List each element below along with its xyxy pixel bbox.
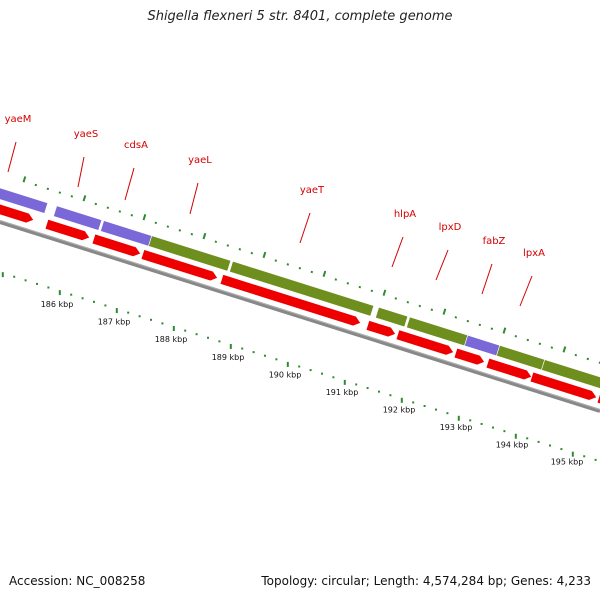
scale-tick [298, 266, 302, 270]
scale-tick [58, 191, 62, 194]
scale-tick [274, 259, 278, 262]
scale-tick [430, 308, 434, 312]
gene-label: yaeM [5, 114, 32, 125]
scale-tick [70, 195, 74, 198]
scale-tick [262, 251, 267, 259]
cds-feature-green [375, 306, 409, 328]
cds-arrow-red [529, 371, 598, 401]
scale-tick [250, 251, 254, 255]
gene-label: yaeS [74, 129, 99, 140]
cds-arrow-red [395, 329, 455, 356]
scale-label: 189 kbp [212, 353, 245, 362]
gene-label: lpxD [439, 222, 462, 233]
scale-tick [154, 221, 158, 225]
genome-summary: Topology: circular; Length: 4,574,284 bp… [261, 574, 591, 588]
gene-label: hlpA [394, 209, 416, 220]
scale-tick [406, 300, 410, 304]
scale-tick [286, 263, 290, 266]
scale-tick [94, 202, 98, 206]
scale-tick [166, 225, 170, 228]
scale-tick [106, 206, 110, 209]
scale-tick [178, 229, 182, 232]
scale-label: 187 kbp [98, 318, 131, 327]
cds-arrow-red [140, 249, 219, 282]
cds-feature-blue [0, 187, 49, 214]
gene-label: fabZ [483, 236, 506, 247]
scale-tick [442, 308, 447, 315]
scale-tick [190, 232, 194, 236]
cds-feature-green [541, 359, 600, 389]
gene-leader-line [189, 182, 199, 215]
scale-label: 193 kbp [440, 423, 473, 432]
gene-leader-line [124, 167, 135, 201]
scale-tick [382, 289, 387, 296]
map-title: Shigella flexneri 5 str. 8401, complete … [147, 9, 453, 24]
gene-leader-line [77, 156, 85, 188]
scale-tick [334, 278, 338, 281]
cds-arrow-red [365, 320, 397, 338]
scale-tick [550, 346, 554, 349]
scale-label: 191 kbp [326, 388, 359, 397]
gene-label: yaeT [300, 185, 325, 196]
scale-tick [322, 270, 327, 278]
scale-tick [142, 214, 147, 221]
scale-tick [118, 210, 122, 213]
cds-arrow-red [485, 357, 533, 381]
scale-tick [130, 214, 134, 217]
scale-label: 194 kbp [496, 440, 529, 449]
scale-tick [346, 282, 350, 285]
scale-tick [34, 183, 38, 187]
gene-leader-line [7, 141, 17, 173]
scale-tick [46, 187, 50, 191]
gene-leader-line [481, 263, 493, 295]
scale-tick [202, 232, 207, 240]
accession-text: Accession: NC_008258 [9, 574, 146, 588]
cds-feature-green [229, 260, 375, 317]
scale-tick [574, 353, 578, 357]
scale-tick [358, 285, 362, 289]
gene-label: lpxA [523, 248, 545, 259]
gene-leader-line [519, 275, 533, 307]
cds-arrow-red [596, 392, 600, 404]
scale-tick [310, 270, 314, 274]
cds-arrow-red [0, 203, 35, 224]
scale-label: 192 kbp [383, 406, 416, 415]
scale-tick [478, 323, 482, 327]
scale-tick [238, 248, 242, 251]
cds-arrow-red [44, 218, 91, 241]
scale-tick [466, 319, 470, 323]
cds-arrow-red [91, 233, 142, 257]
scale-label: 188 kbp [155, 335, 188, 344]
cds-arrow-red [219, 274, 362, 327]
scale-label: 190 kbp [269, 370, 302, 379]
scale-tick [370, 289, 374, 293]
gene-label: cdsA [124, 140, 148, 151]
scale-tick [394, 297, 398, 300]
scale-tick [538, 342, 542, 346]
scale-label: 186 kbp [41, 300, 74, 309]
cds-arrow-red [453, 347, 486, 366]
cds-feature-green [148, 235, 232, 272]
scale-tick [502, 327, 507, 334]
cds-feature-blue [53, 205, 103, 231]
gene-leader-line [391, 236, 404, 268]
gene-leader-line [435, 249, 449, 281]
scale-tick [454, 316, 458, 319]
scale-tick [82, 195, 87, 202]
scale-tick [214, 240, 218, 244]
backbone-highlight [0, 220, 600, 410]
scale-tick [490, 327, 494, 330]
scale-tick [226, 244, 230, 247]
backbone-line [0, 220, 600, 413]
scale-tick [22, 176, 27, 183]
gene-leader-line [299, 212, 311, 244]
scale-label: 195 kbp [551, 457, 584, 466]
scale-tick [562, 346, 567, 353]
scale-tick [526, 338, 530, 342]
scale-tick [514, 335, 518, 338]
scale-tick [418, 304, 422, 308]
gene-label: yaeL [188, 155, 212, 166]
scale-tick [586, 357, 590, 361]
